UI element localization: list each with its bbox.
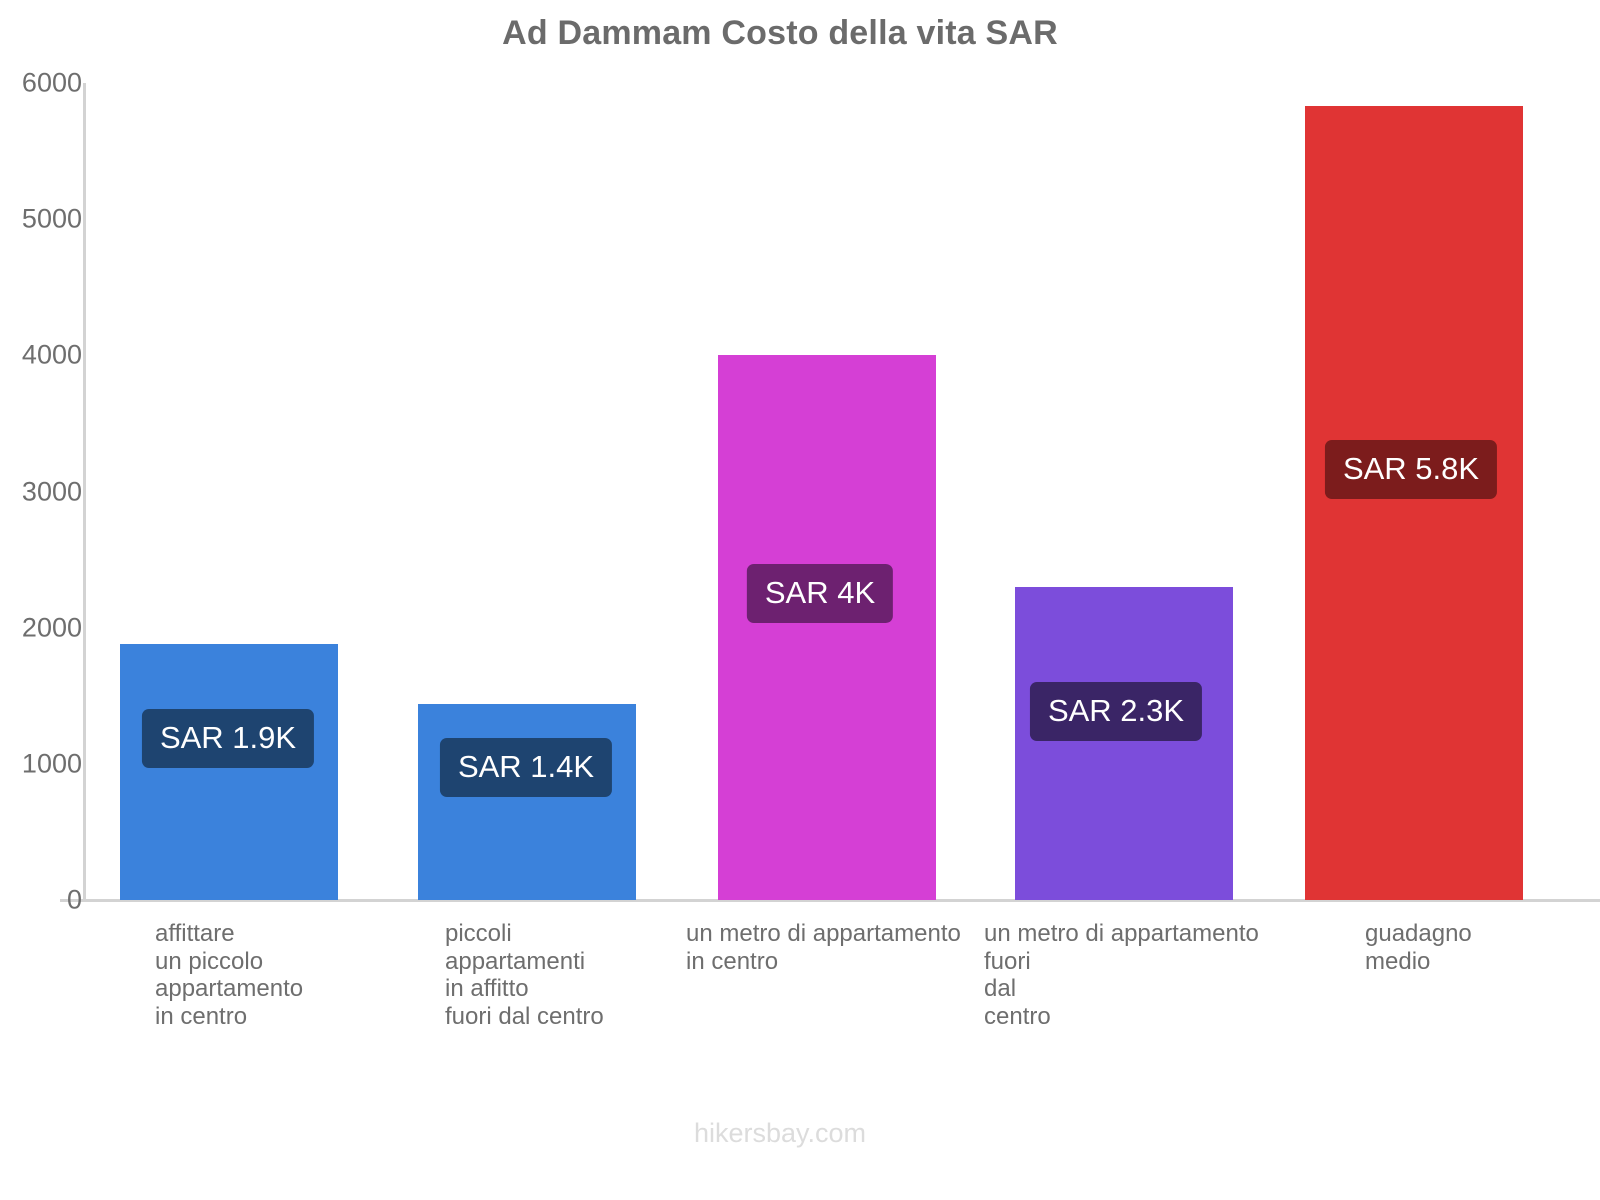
bar-5[interactable] [1305, 106, 1523, 900]
y-axis-line [83, 83, 86, 900]
plot-area: 0 1000 2000 3000 4000 5000 6000 SAR 1.9K SAR 1.… [21, 67, 1600, 1030]
y-axis-tick-6000: 6000 [21, 67, 82, 98]
x-axis-label-2: piccoli appartamenti in affitto fuori da… [445, 920, 604, 1030]
y-axis-tick-0: 0 [66, 884, 82, 915]
bar-2[interactable] [418, 703, 636, 900]
bar-value-label-1: SAR 1.9K [141, 709, 315, 768]
y-axis-tick-5000: 5000 [21, 203, 82, 234]
bar-value-label-4: SAR 2.3K [1029, 682, 1203, 741]
x-axis-label-4: un metro di appartamento fuori dal centr… [984, 920, 1259, 1030]
x-axis-label-3: un metro di appartamento in centro [686, 920, 961, 975]
bar-3[interactable] [718, 355, 936, 900]
y-axis-tick-3000: 3000 [21, 476, 82, 506]
y-axis-tick-1000: 1000 [21, 748, 82, 779]
bar-4[interactable] [1015, 586, 1233, 900]
x-axis-label-5: guadagno medio [1365, 920, 1472, 975]
bar-value-label-3: SAR 4K [746, 564, 894, 623]
bar-1[interactable] [120, 644, 338, 900]
chart-title: Ad Dammam Costo della vita SAR [502, 14, 1058, 52]
y-axis-tick-2000: 2000 [21, 612, 82, 643]
x-axis-label-1: affittare un piccolo appartamento in cen… [155, 920, 304, 1030]
footer-watermark: hikersbay.com [693, 1118, 867, 1148]
x-axis-line [60, 899, 1600, 902]
y-axis-tick-4000: 4000 [21, 339, 82, 370]
bar-value-label-5: SAR 5.8K [1324, 440, 1498, 499]
bar-value-label-2: SAR 1.4K [439, 738, 613, 797]
